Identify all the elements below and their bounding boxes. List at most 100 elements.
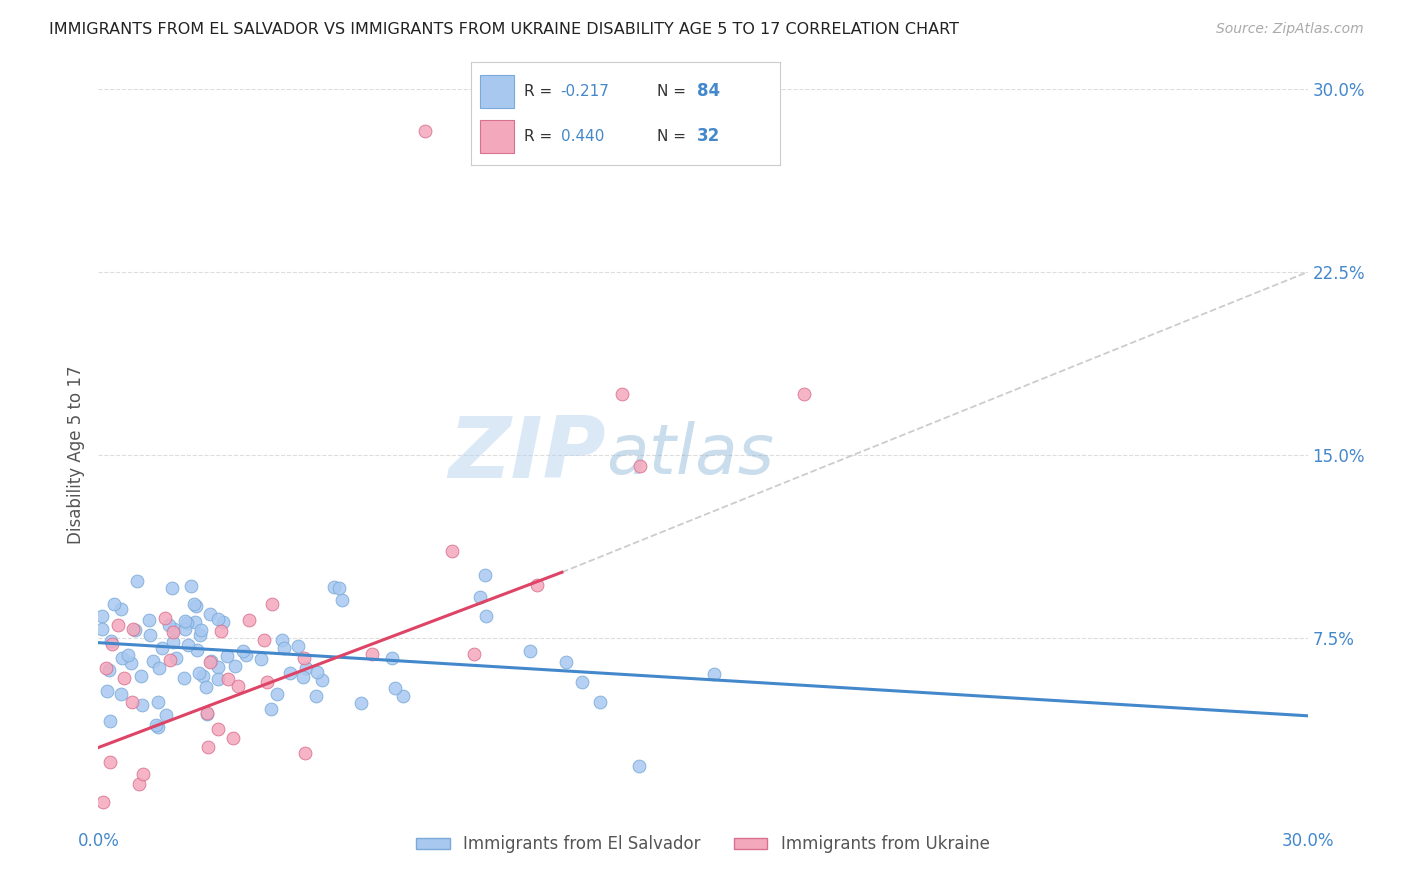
Point <box>165 651 187 665</box>
Point <box>703 666 725 681</box>
Point <box>256 675 278 690</box>
Point <box>238 613 260 627</box>
Point <box>146 720 169 734</box>
Text: 32: 32 <box>697 128 720 145</box>
Point <box>184 599 207 613</box>
Point <box>186 643 208 657</box>
Point <box>207 612 229 626</box>
Point <box>91 796 114 810</box>
Point <box>139 628 162 642</box>
Point <box>128 777 150 791</box>
Point <box>207 672 229 686</box>
Text: atlas: atlas <box>606 421 775 489</box>
Point <box>323 581 346 595</box>
Point <box>381 651 404 665</box>
Point <box>475 609 498 624</box>
Point <box>209 624 232 638</box>
Point <box>793 387 815 401</box>
Point <box>160 582 183 596</box>
Point <box>612 387 634 401</box>
Point <box>162 625 184 640</box>
Point <box>350 696 373 710</box>
Text: 0.440: 0.440 <box>561 128 605 144</box>
Point <box>155 707 177 722</box>
Point <box>121 694 143 708</box>
Point <box>131 698 153 712</box>
Point <box>100 714 122 729</box>
Point <box>328 581 350 595</box>
Point <box>124 623 146 637</box>
Point <box>195 706 218 720</box>
Point <box>142 654 165 668</box>
Point <box>162 634 184 648</box>
Point <box>159 653 181 667</box>
Text: -0.217: -0.217 <box>561 84 610 99</box>
Point <box>226 680 249 694</box>
Point <box>332 593 354 607</box>
Point <box>249 652 271 666</box>
Point <box>184 615 207 630</box>
Point <box>138 613 160 627</box>
Point <box>273 641 295 656</box>
Text: Source: ZipAtlas.com: Source: ZipAtlas.com <box>1216 22 1364 37</box>
Point <box>212 615 235 629</box>
Point <box>98 664 121 678</box>
Point <box>360 648 382 662</box>
Point <box>194 680 217 694</box>
Point <box>150 641 173 656</box>
Point <box>157 618 180 632</box>
Point <box>270 632 292 647</box>
Point <box>120 657 142 671</box>
Point <box>589 695 612 709</box>
Point <box>232 644 254 658</box>
Point <box>311 673 333 688</box>
Point <box>526 578 548 592</box>
Point <box>98 756 121 770</box>
Point <box>627 759 650 773</box>
Bar <box>481 120 515 153</box>
Point <box>127 574 149 589</box>
Point <box>555 655 578 669</box>
Point <box>571 674 593 689</box>
Point <box>470 590 492 604</box>
Point <box>173 614 195 628</box>
Point <box>129 669 152 683</box>
Text: N =: N = <box>657 128 690 144</box>
Point <box>235 648 257 663</box>
Point <box>217 672 239 686</box>
Point <box>187 666 209 681</box>
Point <box>207 660 229 674</box>
Point <box>111 651 134 665</box>
Point <box>112 671 135 685</box>
Point <box>173 623 195 637</box>
Point <box>252 633 274 648</box>
Y-axis label: Disability Age 5 to 17: Disability Age 5 to 17 <box>66 366 84 544</box>
Point <box>292 651 315 665</box>
Point <box>305 689 328 703</box>
Point <box>180 579 202 593</box>
Point <box>200 655 222 669</box>
Point <box>224 659 246 673</box>
Point <box>148 661 170 675</box>
Point <box>110 601 132 615</box>
Point <box>222 731 245 746</box>
Point <box>215 648 238 663</box>
Bar <box>481 75 515 108</box>
Point <box>207 722 229 736</box>
Point <box>173 671 195 685</box>
Point <box>103 597 125 611</box>
Point <box>519 644 541 658</box>
Point <box>292 670 315 684</box>
Point <box>101 637 124 651</box>
Text: IMMIGRANTS FROM EL SALVADOR VS IMMIGRANTS FROM UKRAINE DISABILITY AGE 5 TO 17 CO: IMMIGRANTS FROM EL SALVADOR VS IMMIGRANT… <box>49 22 959 37</box>
Point <box>305 665 328 679</box>
Point <box>146 695 169 709</box>
Point <box>162 622 184 636</box>
Point <box>183 597 205 611</box>
Point <box>294 661 316 675</box>
Point <box>91 608 114 623</box>
Point <box>266 687 288 701</box>
Text: ZIP: ZIP <box>449 413 606 497</box>
Point <box>117 648 139 662</box>
Point <box>110 687 132 701</box>
